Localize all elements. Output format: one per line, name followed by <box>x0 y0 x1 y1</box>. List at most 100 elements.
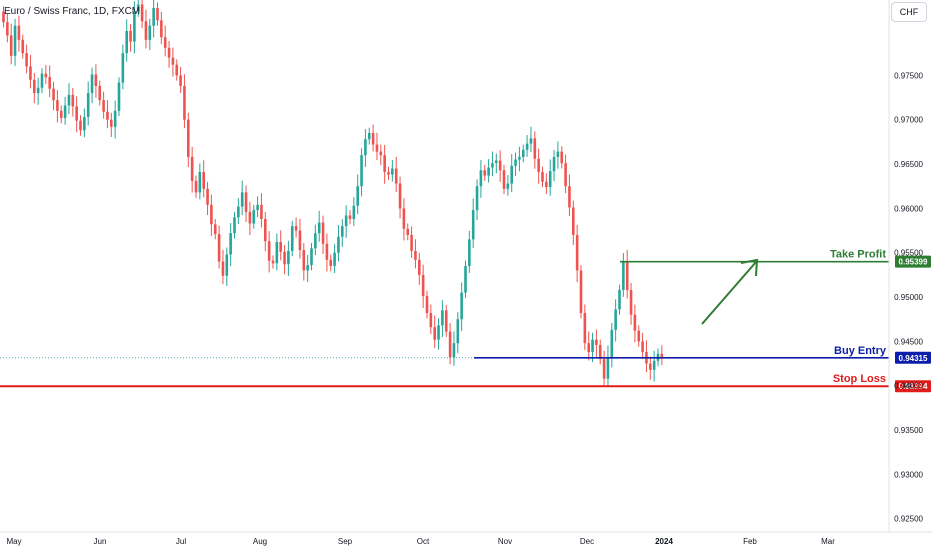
candle-body <box>610 329 614 358</box>
candle-body <box>418 259 421 275</box>
candle-body <box>310 248 313 266</box>
candle-body <box>17 25 21 40</box>
candle-body <box>183 86 186 120</box>
candle-body <box>441 310 444 326</box>
candle-body <box>437 325 440 340</box>
candle-body <box>156 7 159 21</box>
candle-body <box>33 79 36 94</box>
candle-body <box>71 94 75 107</box>
candle-body <box>464 266 467 293</box>
candle-body <box>583 312 587 344</box>
candle-body <box>167 47 171 58</box>
candle-body <box>595 339 598 345</box>
stop-loss-price-tag-text: 0.93994 <box>899 382 928 391</box>
candle-body <box>40 73 44 88</box>
candle-body <box>333 252 336 266</box>
candle-body <box>649 363 652 370</box>
candle-body <box>67 94 71 106</box>
candle-body <box>59 110 63 118</box>
candle-body <box>487 167 490 176</box>
time-axis[interactable]: May Jun Jul Aug Sep Oct Nov Dec 2024 Feb Mar <box>6 537 835 546</box>
candle-body <box>475 186 479 211</box>
candle-body <box>94 74 98 87</box>
target-arrow-shaft <box>701 261 757 325</box>
candle-body <box>279 242 282 252</box>
candle-body <box>394 168 398 184</box>
candle-body <box>329 259 333 266</box>
time-tick-label: Dec <box>580 537 594 546</box>
candle-body <box>591 339 594 353</box>
candle-body <box>244 192 248 212</box>
candle-body <box>44 73 48 78</box>
take-profit-label: Take Profit <box>830 249 886 261</box>
candle-body <box>267 241 271 261</box>
candle-body <box>633 314 637 331</box>
take-profit-price-tag-text: 0.95399 <box>899 258 928 267</box>
candle-body <box>52 88 55 101</box>
candle-body <box>337 236 340 253</box>
currency-button[interactable]: CHF <box>891 2 927 22</box>
candle-body <box>660 353 664 359</box>
candle-body <box>564 163 567 187</box>
candles-layer <box>2 0 664 388</box>
candle-body <box>568 186 571 208</box>
price-axis[interactable]: 0.97500 0.97000 0.96500 0.96000 0.95500 0.950… <box>894 71 923 523</box>
candle-body <box>356 186 359 206</box>
candle-body <box>179 75 182 87</box>
candle-body <box>264 219 267 242</box>
candle-body <box>444 310 448 332</box>
candle-body <box>629 289 633 315</box>
take-profit-price-tag <box>895 255 931 268</box>
candle-body <box>148 25 152 40</box>
candle-body <box>9 35 13 56</box>
candle-body <box>375 144 379 152</box>
candle-body <box>410 234 413 251</box>
candle-body <box>537 158 540 173</box>
candle-body <box>637 330 641 342</box>
time-tick-label: May <box>6 537 21 546</box>
candle-body <box>198 172 202 193</box>
candle-body <box>56 100 59 111</box>
candle-body <box>129 31 132 42</box>
candle-body <box>102 100 105 112</box>
candle-body <box>525 143 529 150</box>
candle-body <box>471 210 475 240</box>
candle-body <box>83 117 86 131</box>
candle-body <box>175 64 179 76</box>
candle-body <box>298 230 302 251</box>
price-tick-label: 0.95500 <box>894 249 923 258</box>
candle-body <box>506 183 510 189</box>
annotations-layer <box>701 258 759 325</box>
candle-body <box>575 234 579 271</box>
candle-body <box>21 39 25 54</box>
time-tick-label: Sep <box>338 537 353 546</box>
candle-body <box>98 86 102 101</box>
time-tick-label: Oct <box>417 537 430 546</box>
candle-body <box>314 233 317 249</box>
price-tick-label: 0.97000 <box>894 116 923 125</box>
candle-body <box>294 226 298 231</box>
candle-body <box>29 66 32 80</box>
price-tick-label: 0.93500 <box>894 426 923 435</box>
candle-body <box>514 159 517 166</box>
candle-body <box>652 360 656 370</box>
candle-body <box>110 119 113 127</box>
time-tick-label: Jul <box>176 537 186 546</box>
candle-body <box>456 319 460 344</box>
candle-body <box>287 250 290 265</box>
candle-body <box>190 156 194 181</box>
candle-body <box>560 151 564 164</box>
candle-body <box>641 341 644 353</box>
time-tick-label: Aug <box>253 537 267 546</box>
candle-body <box>572 207 575 235</box>
candle-body <box>360 155 363 187</box>
candle-body <box>283 251 286 265</box>
candle-body <box>548 171 552 188</box>
candle-body <box>306 265 309 271</box>
candle-body <box>421 274 425 297</box>
candle-body <box>348 215 352 220</box>
candle-body <box>117 82 121 111</box>
candle-body <box>48 77 51 89</box>
